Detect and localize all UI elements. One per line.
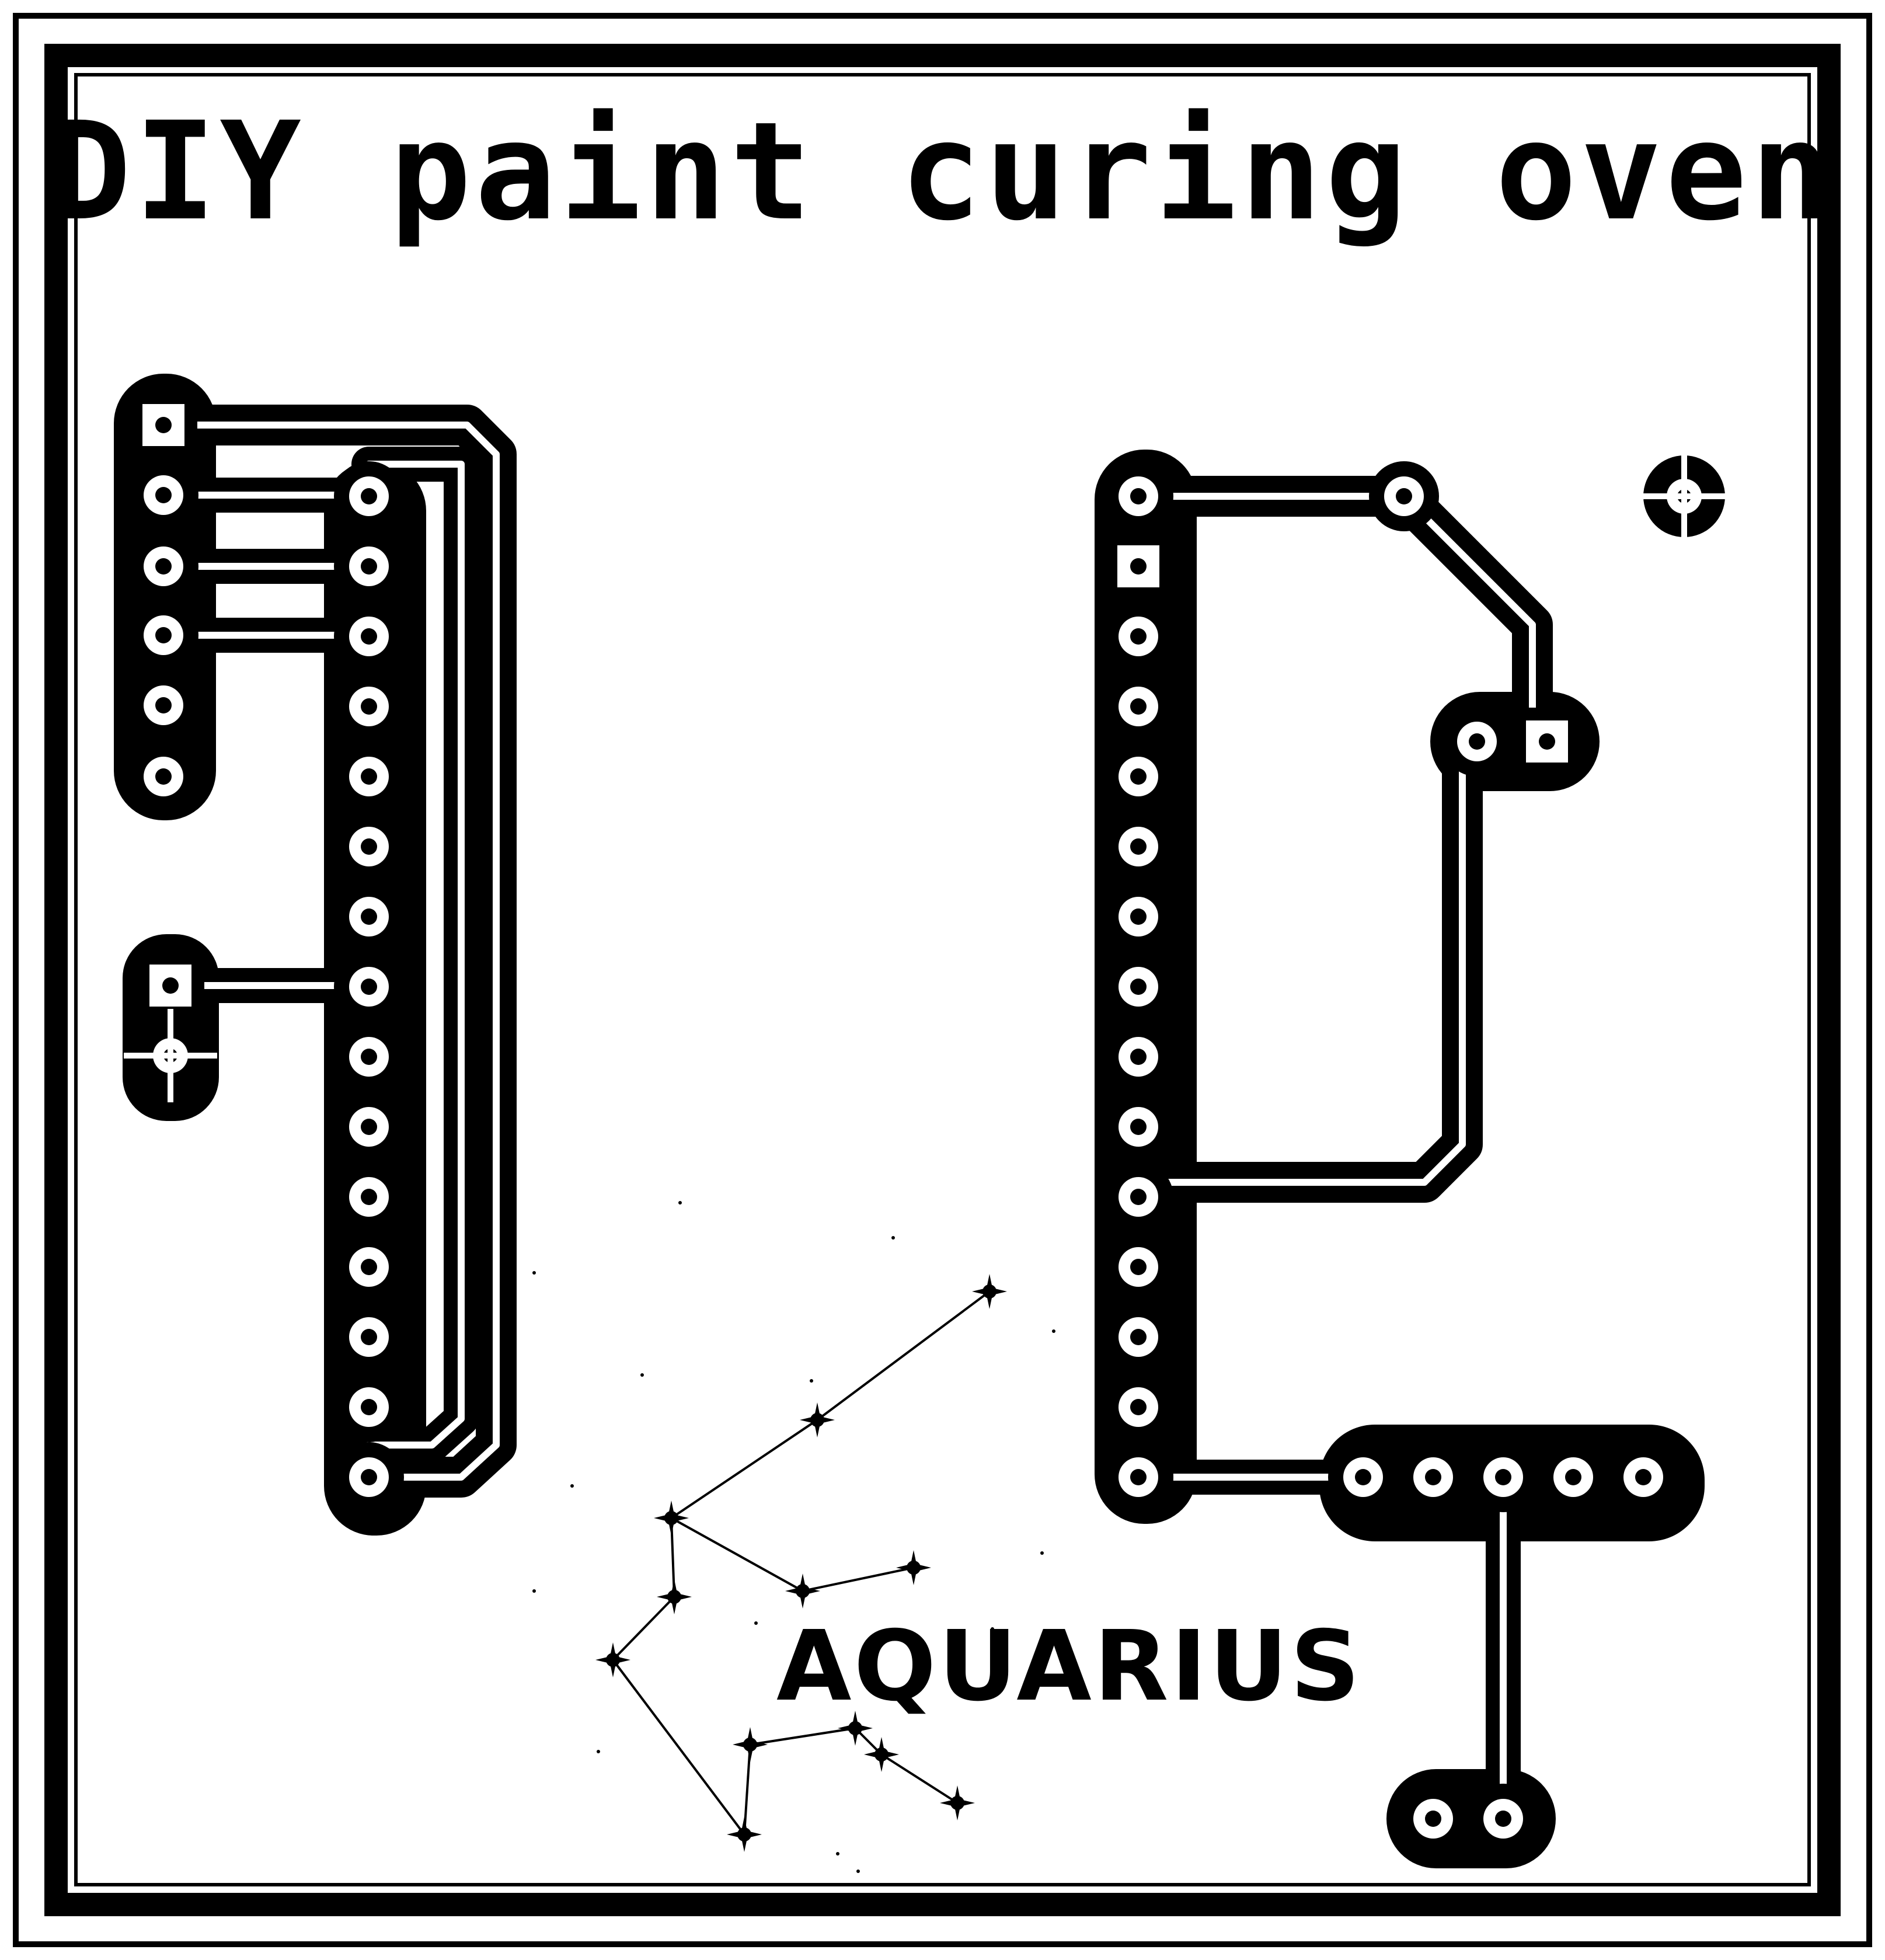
module-a-pin-5-pad [334,741,404,812]
power-pin-1-pad [1398,1784,1468,1854]
module-b-pin-2-pad [1104,532,1172,600]
board-title: DIY paint curing oven [49,93,1836,250]
star-mark [972,1274,1007,1309]
module-a-pin-8-pad [334,952,404,1022]
constellation-line [816,1290,991,1421]
constellation-art [532,1201,1055,1873]
sky-dot [532,1271,536,1275]
star-mark [838,1711,873,1746]
trace-left-long-inner [351,447,479,1463]
sky-dot [856,1870,860,1873]
sky-dot [640,1373,644,1377]
via-top-pad [1369,461,1439,531]
sky-dot [891,1236,895,1240]
module-b-pin-5-pad [1103,741,1173,812]
constellation-line [671,1517,803,1592]
module-a-pin-2-pad [334,531,404,601]
sky-dot [810,1379,813,1383]
module-b-pin-11-pad [1103,1162,1173,1232]
constellation-line [670,1419,818,1519]
module-b-pin-8-pad [1103,952,1173,1022]
module-a-pin-6-pad [334,812,404,882]
sky-dot [570,1484,574,1488]
power-pin-2-pad [1468,1784,1538,1854]
module-a-pin-7-pad [334,882,404,952]
sky-dot [754,1621,758,1625]
module-a-pin-9-pad [334,1022,404,1092]
left-header-pin-3-pad [128,531,198,601]
module-a-pin-12-pad [334,1232,404,1302]
module-b-pin-10-pad [1103,1092,1173,1162]
module-b-pin-6-pad [1103,812,1173,882]
star-mark [785,1573,820,1609]
module-a-pin-1-pad [334,461,404,531]
left-header-pin-1-pad [130,391,197,459]
constellation-line [802,1566,914,1592]
bottom-header-pin-3-pad [1468,1442,1538,1512]
module-a-pin-4-pad [334,671,404,741]
module-b-pin-9-pad [1103,1022,1173,1092]
fiducial-icon [1637,450,1731,543]
trace-b-top [1118,476,1553,762]
board-edge-ground-ring [44,44,1841,1916]
module-a-pin-10-pad [334,1092,404,1162]
sky-dot [1040,1551,1044,1555]
module-a-pin-3-pad [334,601,404,671]
module-b-pin-3-pad [1103,601,1173,671]
module-a-pin-11-pad [334,1162,404,1232]
jumper-pin-2-pad [1513,708,1581,775]
module-a-pin-15-pad [334,1442,404,1512]
star-mark [864,1737,899,1772]
sky-dot [597,1750,600,1753]
sky-dot [678,1201,682,1204]
star-mark [940,1785,975,1820]
constellation-label: AQUARIUS [776,1610,1363,1723]
star-mark [595,1642,630,1677]
bottom-header-pin-4-pad [1538,1442,1608,1512]
module-b-pin-7-pad [1103,882,1173,952]
constellation-line [612,1659,745,1836]
sky-dot [836,1852,839,1855]
board-edge-inner [74,73,1811,1886]
left-header-pin-5-pad [128,670,198,740]
star-mark [727,1817,762,1852]
jumper-pin-1-pad [1442,706,1512,777]
left-jst-pin-1-pad [137,952,204,1019]
module-b-pin-16-pad [1103,1442,1173,1512]
left-header-pin-2-pad [128,460,198,530]
sky-dot [532,1589,536,1593]
bottom-header-pin-2-pad [1398,1442,1468,1512]
trace-left-long-outer [143,405,517,1498]
module-b-pin-12-pad [1103,1232,1173,1302]
constellation-line [750,1727,856,1746]
bottom-header-pin-5-pad [1608,1442,1678,1512]
star-mark [654,1501,689,1536]
module-a-pin-13-pad [334,1302,404,1372]
left-header-pin-6-pad [128,741,198,812]
constellation-line [612,1596,675,1661]
module-b-pin-1-pad [1103,461,1173,531]
star-mark [733,1727,768,1762]
mounting-hole-icon [124,1009,217,1102]
board-edge-outer [13,13,1872,1947]
left-header-pin-4-pad [128,600,198,670]
star-mark [896,1550,931,1585]
constellation-line [743,1744,751,1835]
star-mark [800,1402,835,1437]
star-mark [657,1579,692,1614]
module-b-pin-13-pad [1103,1302,1173,1372]
module-b-pin-14-pad [1103,1372,1173,1442]
module-b-pin-4-pad [1103,671,1173,741]
constellation-line [880,1753,959,1804]
module-a-pin-14-pad [334,1372,404,1442]
sky-dot [991,1627,994,1631]
bottom-header-pin-1-pad [1328,1442,1398,1512]
sky-dot [1052,1329,1055,1333]
trace-b-mid [1118,721,1483,1203]
